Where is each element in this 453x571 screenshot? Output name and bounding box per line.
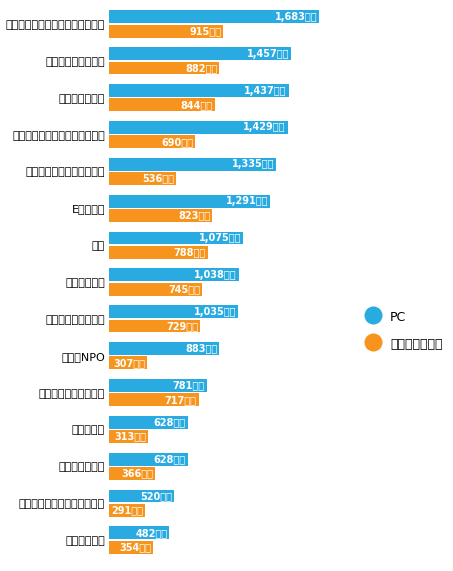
Text: 915万人: 915万人 bbox=[189, 26, 222, 36]
Bar bbox=[109, 158, 276, 171]
Bar bbox=[109, 526, 169, 539]
Bar bbox=[109, 320, 200, 332]
Text: 307万人: 307万人 bbox=[114, 358, 145, 368]
Bar bbox=[109, 416, 188, 429]
Text: 482万人: 482万人 bbox=[135, 528, 168, 538]
Text: 844万人: 844万人 bbox=[181, 100, 212, 110]
Bar bbox=[109, 209, 212, 222]
Bar bbox=[109, 305, 238, 318]
Bar bbox=[109, 172, 176, 185]
Bar bbox=[109, 342, 219, 355]
Text: 313万人: 313万人 bbox=[114, 432, 146, 441]
Text: 1,457万人: 1,457万人 bbox=[247, 49, 289, 59]
Text: 291万人: 291万人 bbox=[111, 505, 144, 516]
Text: 1,075万人: 1,075万人 bbox=[199, 233, 241, 243]
Text: 628万人: 628万人 bbox=[154, 454, 186, 464]
Text: 1,038万人: 1,038万人 bbox=[194, 270, 237, 280]
Text: 788万人: 788万人 bbox=[173, 247, 206, 258]
Text: 1,437万人: 1,437万人 bbox=[244, 86, 287, 95]
Text: 520万人: 520万人 bbox=[140, 491, 172, 501]
Bar bbox=[109, 379, 207, 392]
Text: 1,035万人: 1,035万人 bbox=[194, 307, 236, 317]
Text: 781万人: 781万人 bbox=[173, 380, 205, 391]
Text: 1,429万人: 1,429万人 bbox=[243, 122, 286, 132]
Bar bbox=[109, 246, 207, 259]
Bar bbox=[109, 98, 215, 111]
Bar bbox=[109, 467, 155, 480]
Text: 882万人: 882万人 bbox=[185, 63, 217, 73]
Bar bbox=[109, 356, 147, 369]
Bar bbox=[109, 453, 188, 465]
Bar bbox=[109, 62, 219, 74]
Text: 1,291万人: 1,291万人 bbox=[226, 196, 269, 206]
Bar bbox=[109, 430, 148, 443]
Bar bbox=[109, 504, 145, 517]
Bar bbox=[109, 231, 243, 244]
Bar bbox=[109, 25, 223, 38]
Bar bbox=[109, 84, 289, 97]
Bar bbox=[109, 393, 199, 406]
Text: 1,683万人: 1,683万人 bbox=[275, 12, 318, 22]
Bar bbox=[109, 10, 319, 23]
Text: 717万人: 717万人 bbox=[165, 395, 197, 405]
Bar bbox=[109, 283, 202, 296]
Text: 1,335万人: 1,335万人 bbox=[231, 159, 274, 169]
Text: 628万人: 628万人 bbox=[154, 417, 186, 427]
Text: 366万人: 366万人 bbox=[121, 468, 153, 478]
Text: 354万人: 354万人 bbox=[120, 542, 151, 552]
Bar bbox=[109, 195, 270, 207]
Bar bbox=[109, 135, 195, 148]
Text: 745万人: 745万人 bbox=[168, 284, 200, 294]
Text: 729万人: 729万人 bbox=[166, 321, 198, 331]
Text: 883万人: 883万人 bbox=[185, 344, 217, 353]
Bar bbox=[109, 121, 288, 134]
Text: 823万人: 823万人 bbox=[178, 211, 210, 220]
Legend: PC, スマートフォン: PC, スマートフォン bbox=[361, 305, 446, 356]
Text: 536万人: 536万人 bbox=[142, 174, 174, 184]
Bar bbox=[109, 47, 291, 60]
Bar bbox=[109, 489, 174, 502]
Bar bbox=[109, 541, 153, 554]
Bar bbox=[109, 268, 239, 282]
Text: 690万人: 690万人 bbox=[161, 136, 193, 147]
